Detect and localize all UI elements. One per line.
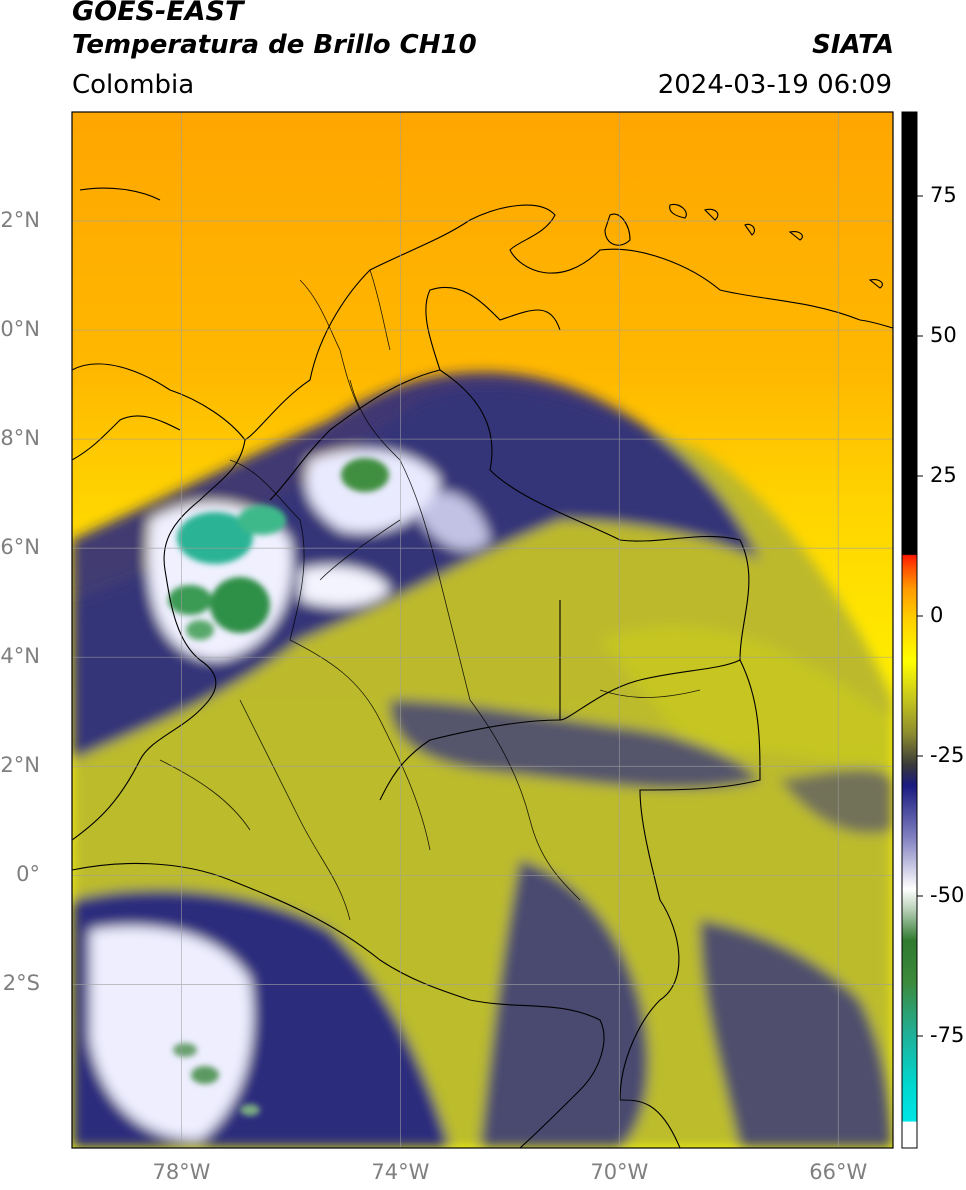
lat-tick-label: 2°N — [0, 753, 40, 778]
product-title: Temperatura de Brillo CH10 — [72, 30, 477, 60]
colorbar-tick-label: 25 — [930, 463, 957, 487]
gridlines — [72, 112, 893, 1148]
colorbar-tick-label: 75 — [930, 183, 957, 207]
region-label: Colombia — [72, 70, 195, 100]
colorbar-tick-label: -25 — [930, 743, 965, 767]
lon-tick-label: 70°W — [590, 1160, 649, 1184]
satellite-title: GOES-EAST — [72, 0, 244, 27]
colorbar — [901, 111, 918, 1149]
brightness-temperature-field — [72, 112, 893, 1148]
datetime-label: 2024-03-19 06:09 — [657, 70, 892, 100]
lat-tick-label: 2°S — [2, 971, 40, 996]
lon-tick-label: 66°W — [809, 1160, 868, 1184]
lat-tick-label: 8°N — [0, 426, 40, 451]
colorbar-tick-label: -50 — [930, 883, 965, 907]
lon-tick-label: 78°W — [152, 1160, 211, 1184]
colorbar-tick-label: -75 — [930, 1023, 965, 1047]
lat-tick-label: 0° — [16, 862, 40, 887]
lat-tick-label: 10°N — [0, 317, 40, 342]
colorbar-tick-label: 0 — [930, 603, 944, 627]
lat-tick-label: 4°N — [0, 644, 40, 669]
agency-label: SIATA — [812, 30, 894, 60]
map-frame — [71, 111, 894, 1149]
colorbar-tick-label: 50 — [930, 323, 957, 347]
lat-tick-label: 6°N — [0, 535, 40, 560]
lat-tick-label: 12°N — [0, 208, 40, 233]
lon-tick-label: 74°W — [371, 1160, 430, 1184]
